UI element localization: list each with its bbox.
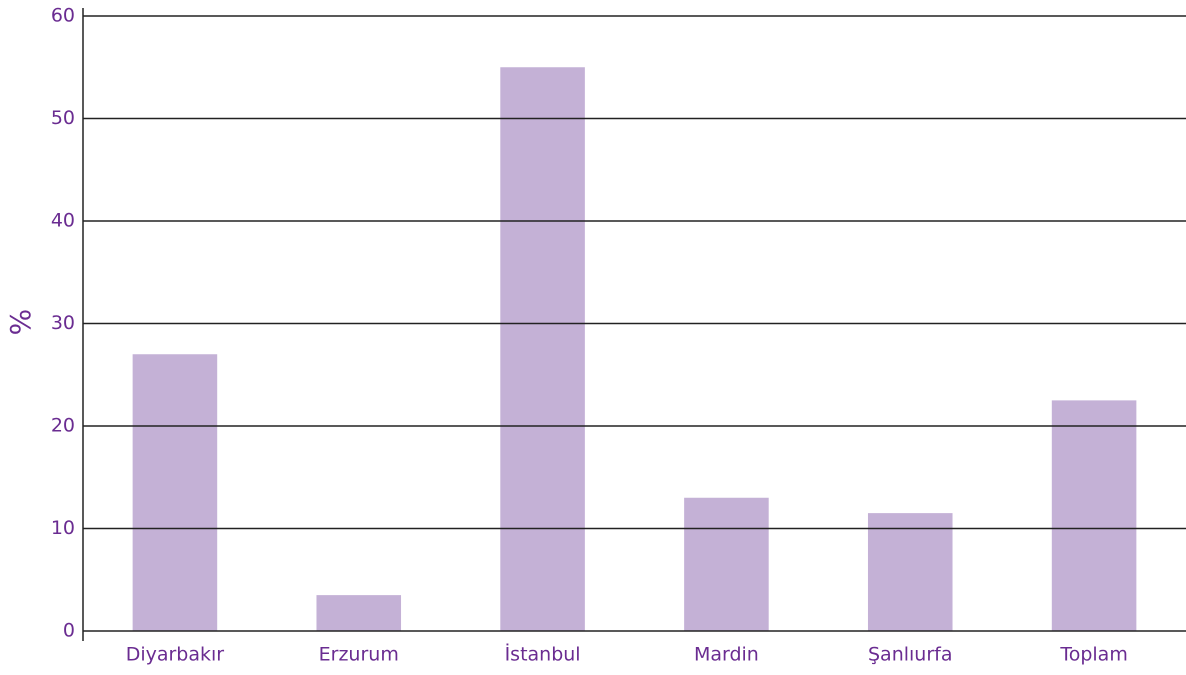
y-tick-label: 40 — [51, 210, 75, 232]
y-tick-label: 10 — [51, 517, 75, 539]
bar — [316, 595, 402, 631]
x-tick-label: Diyarbakır — [126, 644, 225, 666]
x-tick-label: İstanbul — [505, 643, 581, 666]
x-tick-label: Erzurum — [319, 644, 399, 666]
bar — [132, 354, 218, 631]
y-axis-label: % — [4, 309, 37, 336]
bar — [500, 67, 585, 631]
y-tick-label: 60 — [51, 5, 75, 27]
x-tick-label: Toplam — [1059, 644, 1128, 666]
y-tick-label: 0 — [63, 620, 75, 642]
bar — [867, 513, 953, 631]
bar — [1051, 400, 1137, 631]
y-tick-label: 50 — [51, 107, 75, 129]
y-tick-label: 20 — [51, 415, 75, 437]
x-tick-label: Şanlıurfa — [868, 644, 953, 666]
x-tick-label: Mardin — [694, 644, 759, 666]
bar — [684, 497, 769, 631]
y-tick-label: 30 — [51, 312, 75, 334]
